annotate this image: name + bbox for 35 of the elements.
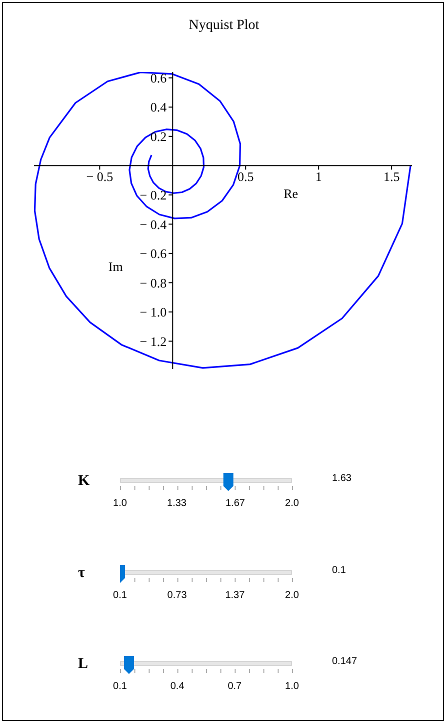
y-tick-label: − 0.8 [140, 275, 167, 290]
x-tick-label: 0.1 [113, 590, 128, 602]
y-tick-label: − 0.6 [140, 246, 168, 262]
x-tick-label: 1.37 [225, 590, 246, 602]
x-axis-title: Re [284, 186, 298, 202]
chart-title: Nyquist Plot [188, 18, 260, 34]
y-tick-label: 0.6 [150, 70, 168, 86]
y-tick-label: − 0.4 [140, 216, 168, 232]
y-tick-label: − 0.2 [140, 188, 167, 203]
x-tick-label: 0.4 [170, 681, 185, 692]
x-tick-label: 1.0 [285, 681, 300, 692]
text: 0.1 [332, 565, 346, 576]
y-tick-label: 0.4 [150, 100, 168, 115]
text: 1.63 [332, 473, 352, 484]
x-tick-label: 0.7 [228, 681, 242, 692]
x-tick-label: 2.0 [285, 590, 300, 602]
line-series [34, 72, 412, 369]
x-tick-label: 1.0 [113, 498, 128, 510]
y-tick-label: 0.2 [150, 128, 167, 144]
x-tick-label: 1.5 [383, 168, 400, 184]
x-tick-label: 2.0 [285, 498, 300, 510]
x-tick-label: − 0.5 [86, 168, 114, 184]
y-tick-label: K [78, 473, 90, 489]
y-tick-label: − 1.0 [140, 304, 167, 320]
y-axis-title: Im [108, 259, 123, 276]
x-tick-label: 0.1 [113, 681, 128, 692]
x-tick-label: 1.67 [226, 498, 246, 510]
y-tick-label: τ [78, 565, 85, 581]
y-tick-label: L [78, 656, 88, 672]
y-tick-label: − 1.2 [140, 334, 167, 349]
x-tick-label: 0.5 [237, 168, 254, 184]
text: 0.147 [332, 656, 358, 667]
x-tick-label: 1.33 [167, 498, 187, 510]
x-tick-label: 1 [315, 168, 322, 184]
x-tick-label: 0.73 [167, 590, 188, 602]
